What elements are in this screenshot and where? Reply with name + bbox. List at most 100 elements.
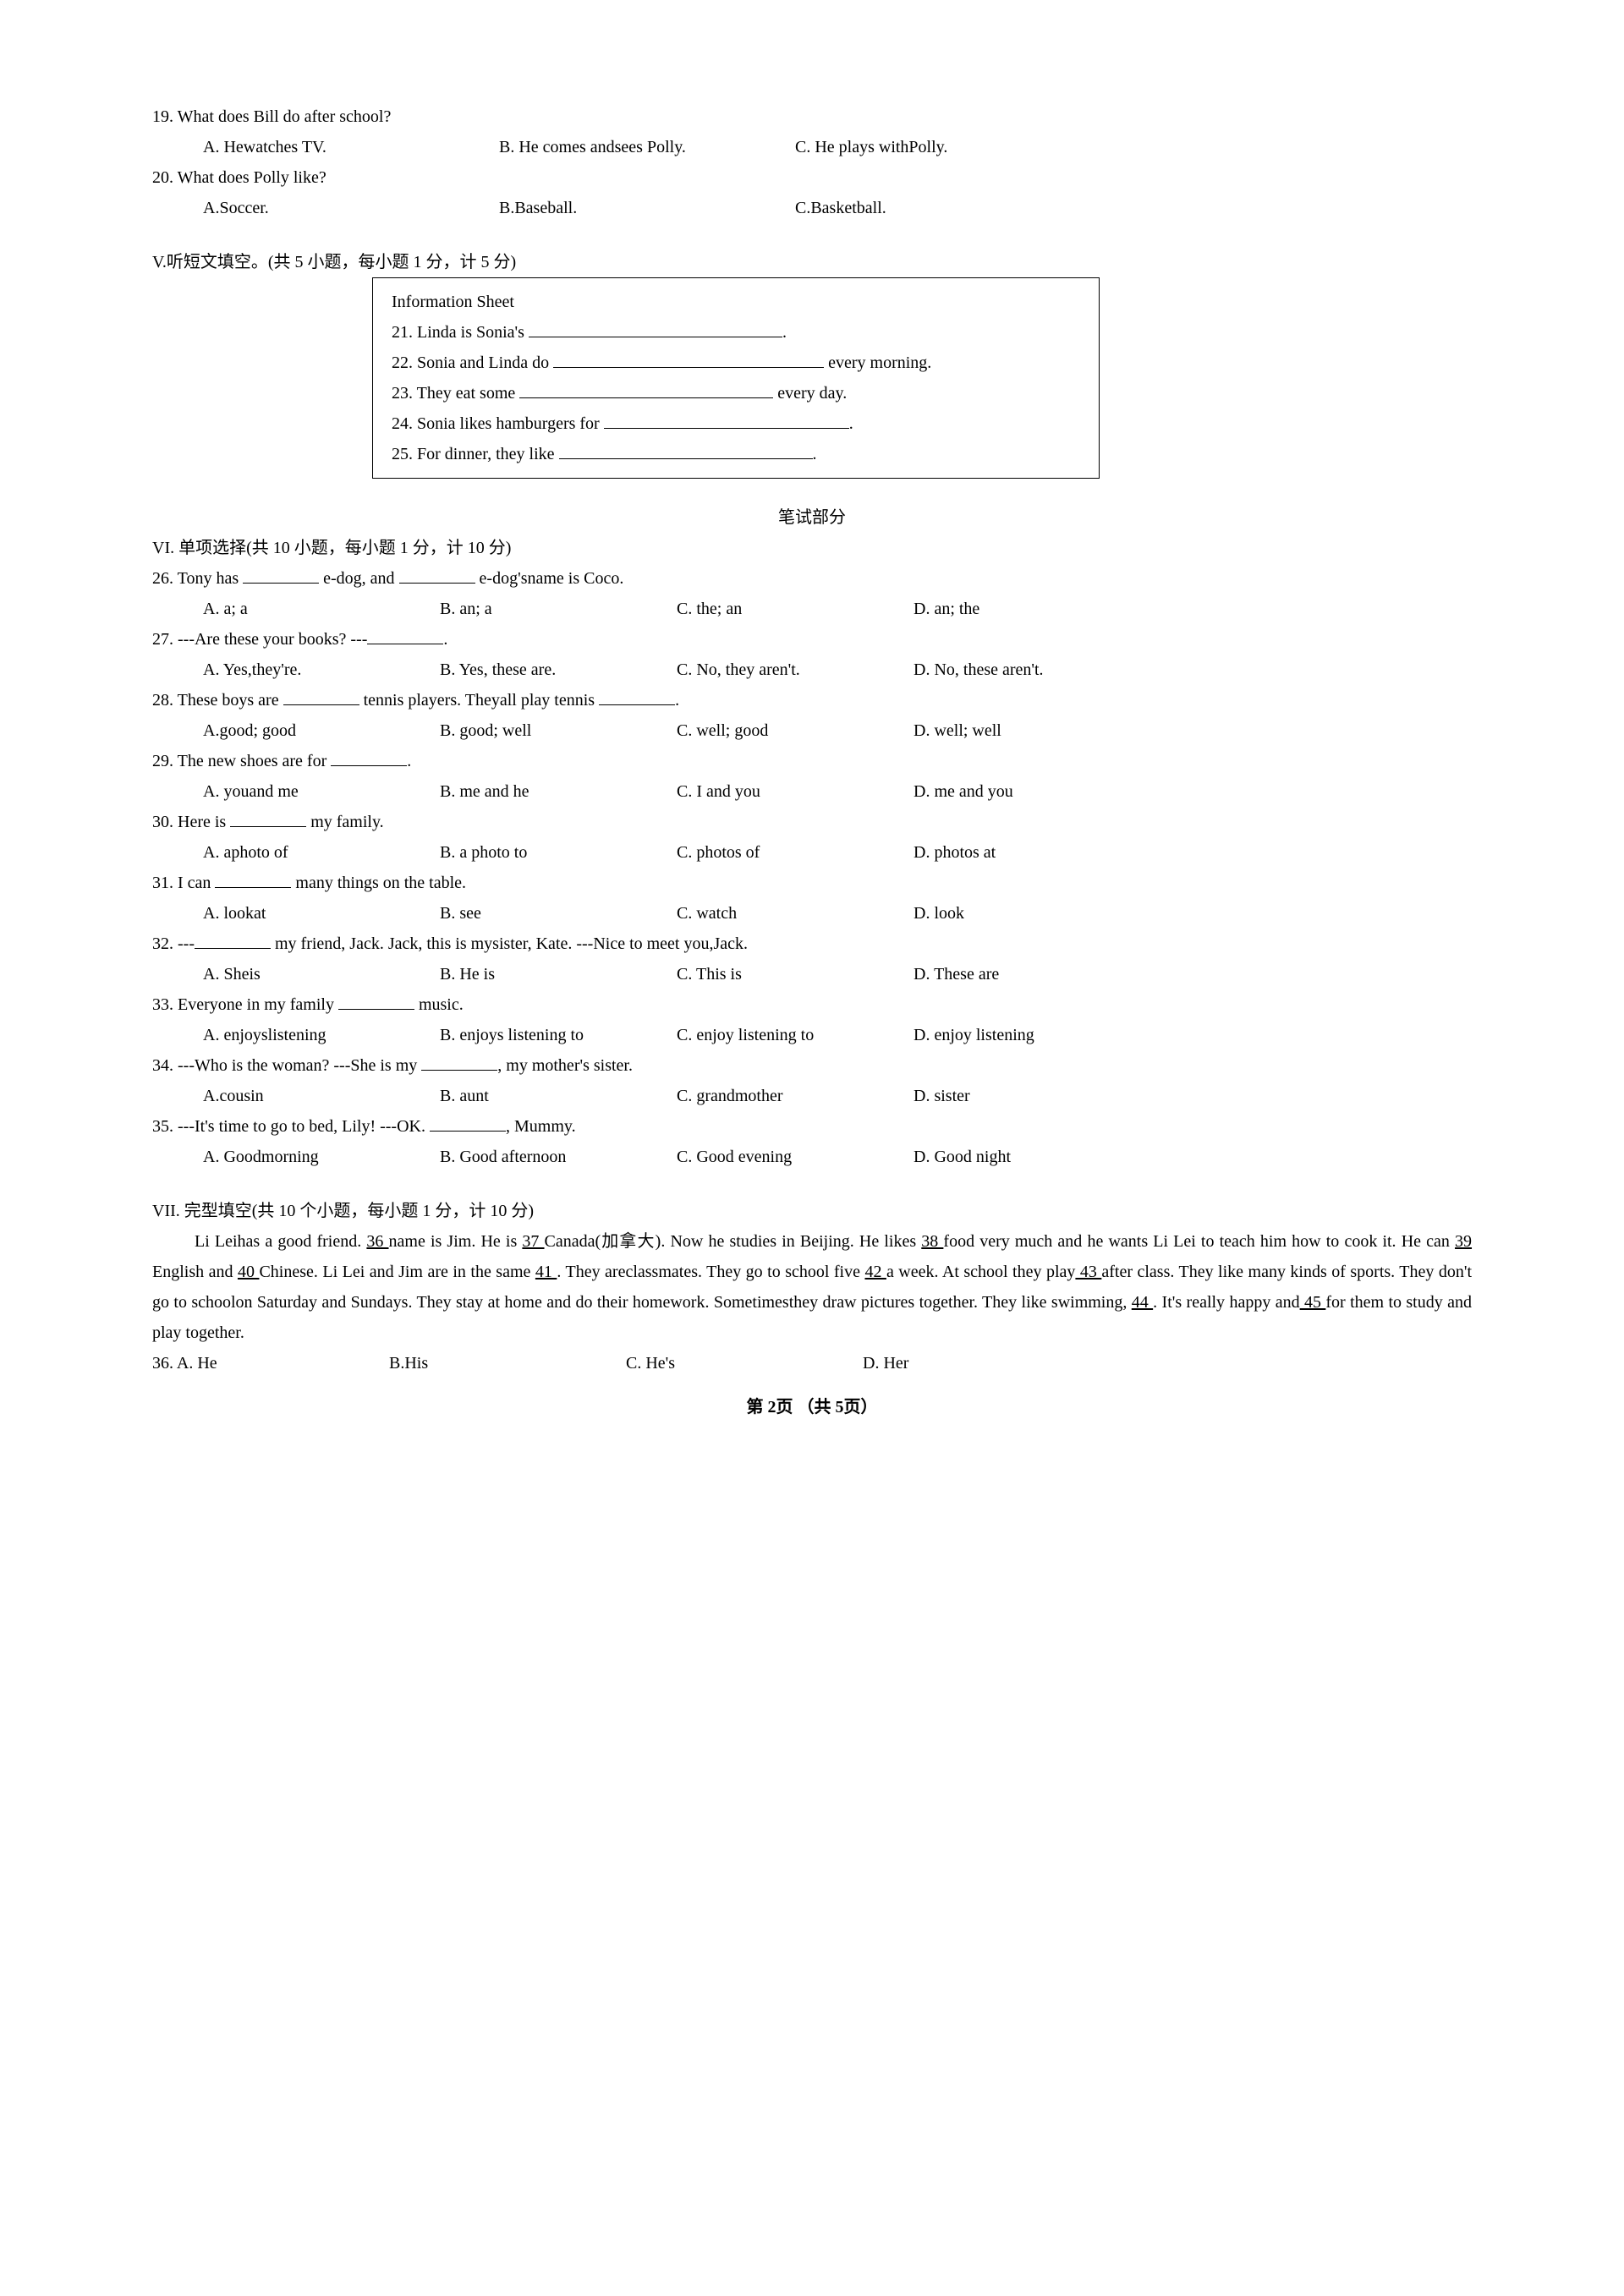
q30-stem-b: my family. [306, 813, 383, 831]
info23-text-b: every day. [773, 384, 847, 403]
cloze-blank-43: 43 [1075, 1263, 1101, 1281]
q34-option-d: D. sister [914, 1081, 1150, 1111]
question-35: 35. ---It's time to go to bed, Lily! ---… [152, 1111, 1472, 1172]
blank-30 [230, 809, 306, 827]
question-29: 29. The new shoes are for . A. youand me… [152, 746, 1472, 807]
q28-options: A.good; good B. good; well C. well; good… [152, 715, 1472, 746]
q33-stem: 33. Everyone in my family music. [152, 989, 1472, 1020]
q26-option-d: D. an; the [914, 594, 1150, 624]
q27-stem-a: 27. ---Are these your books? --- [152, 630, 367, 649]
q36-option-d: D. Her [863, 1348, 1100, 1378]
blank-27 [367, 627, 443, 644]
info24-text-b: . [849, 414, 853, 433]
q33-stem-a: 33. Everyone in my family [152, 995, 338, 1014]
q27-options: A. Yes,they're. B. Yes, these are. C. No… [152, 655, 1472, 685]
q28-stem-c: . [675, 691, 679, 710]
section-v-header: V.听短文填空。(共 5 小题，每小题 1 分，计 5 分) [152, 247, 1472, 277]
blank-28b [599, 688, 675, 705]
q29-options: A. youand me B. me and he C. I and you D… [152, 776, 1472, 807]
blank-34 [421, 1053, 497, 1071]
info21-text-a: 21. Linda is Sonia's [392, 323, 529, 342]
q34-stem-a: 34. ---Who is the woman? ---She is my [152, 1056, 421, 1075]
cloze-text-6: Chinese. Li Lei and Jim are in the same [259, 1263, 535, 1281]
q31-option-d: D. look [914, 898, 1150, 929]
q26-stem-c: e-dog'sname is Coco. [475, 569, 624, 588]
q19-option-c: C. He plays withPolly. [795, 132, 947, 162]
q20-option-a: A.Soccer. [203, 193, 499, 223]
q19-options: A. Hewatches TV. B. He comes andsees Pol… [152, 132, 1472, 162]
q19-stem: 19. What does Bill do after school? [152, 101, 1472, 132]
cloze-blank-42: 42 [864, 1263, 886, 1281]
q34-option-b: B. aunt [440, 1081, 677, 1111]
question-26: 26. Tony has e-dog, and e-dog'sname is C… [152, 563, 1472, 624]
q36-options-row: 36. A. He B.His C. He's D. Her [152, 1348, 1472, 1378]
q30-stem-a: 30. Here is [152, 813, 230, 831]
q35-option-b: B. Good afternoon [440, 1142, 677, 1172]
q34-option-a: A.cousin [203, 1081, 440, 1111]
question-31: 31. I can many things on the table. A. l… [152, 868, 1472, 929]
q29-option-b: B. me and he [440, 776, 677, 807]
q20-option-b: B.Baseball. [499, 193, 795, 223]
section-vii-header: VII. 完型填空(共 10 个小题，每小题 1 分，计 10 分) [152, 1196, 1472, 1226]
blank-24 [604, 411, 849, 429]
info-line-24: 24. Sonia likes hamburgers for . [392, 408, 1080, 439]
cloze-text-3: Canada(加拿大). Now he studies in Beijing. … [545, 1232, 922, 1251]
q35-option-a: A. Goodmorning [203, 1142, 440, 1172]
q29-stem-b: . [407, 752, 411, 770]
q27-stem-b: . [443, 630, 447, 649]
blank-26a [243, 566, 319, 584]
q29-option-c: C. I and you [677, 776, 914, 807]
q32-option-c: C. This is [677, 959, 914, 989]
written-part-title: 笔试部分 [152, 502, 1472, 533]
q35-stem-b: , Mummy. [506, 1117, 576, 1136]
question-28: 28. These boys are tennis players. Theya… [152, 685, 1472, 746]
info22-text-a: 22. Sonia and Linda do [392, 353, 553, 372]
cloze-blank-41: 41 [535, 1263, 557, 1281]
blank-33 [338, 992, 414, 1010]
q35-options: A. Goodmorning B. Good afternoon C. Good… [152, 1142, 1472, 1172]
q20-options: A.Soccer. B.Baseball. C.Basketball. [152, 193, 1472, 223]
q30-options: A. aphoto of B. a photo to C. photos of … [152, 837, 1472, 868]
q33-option-a: A. enjoyslistening [203, 1020, 440, 1050]
q27-stem: 27. ---Are these your books? ---. [152, 624, 1472, 655]
cloze-blank-40: 40 [238, 1263, 259, 1281]
q30-option-a: A. aphoto of [203, 837, 440, 868]
q27-option-d: D. No, these aren't. [914, 655, 1150, 685]
info24-text-a: 24. Sonia likes hamburgers for [392, 414, 604, 433]
q27-option-b: B. Yes, these are. [440, 655, 677, 685]
q31-option-a: A. lookat [203, 898, 440, 929]
blank-25 [559, 441, 813, 459]
question-30: 30. Here is my family. A. aphoto of B. a… [152, 807, 1472, 868]
info21-text-b: . [782, 323, 787, 342]
q32-options: A. Sheis B. He is C. This is D. These ar… [152, 959, 1472, 989]
info25-text-a: 25. For dinner, they like [392, 445, 559, 463]
cloze-blank-39: 39 [1455, 1232, 1472, 1251]
q19-option-b: B. He comes andsees Polly. [499, 132, 795, 162]
q26-stem: 26. Tony has e-dog, and e-dog'sname is C… [152, 563, 1472, 594]
q31-option-b: B. see [440, 898, 677, 929]
cloze-blank-37: 37 [522, 1232, 544, 1251]
info23-text-a: 23. They eat some [392, 384, 519, 403]
blank-22 [553, 350, 824, 368]
q20-option-c: C.Basketball. [795, 193, 886, 223]
cloze-text-8: a week. At school they play [886, 1263, 1075, 1281]
q32-option-a: A. Sheis [203, 959, 440, 989]
q26-options: A. a; a B. an; a C. the; an D. an; the [152, 594, 1472, 624]
q29-stem: 29. The new shoes are for . [152, 746, 1472, 776]
q28-stem-b: tennis players. Theyall play tennis [359, 691, 599, 710]
info25-text-b: . [813, 445, 817, 463]
q29-option-d: D. me and you [914, 776, 1150, 807]
cloze-text-7: . They areclassmates. They go to school … [557, 1263, 864, 1281]
q20-stem: 20. What does Polly like? [152, 162, 1472, 193]
q31-stem-b: many things on the table. [291, 874, 466, 892]
q33-stem-b: music. [414, 995, 464, 1014]
cloze-text-10: . It's really happy and [1153, 1293, 1299, 1312]
q31-stem: 31. I can many things on the table. [152, 868, 1472, 898]
q29-option-a: A. youand me [203, 776, 440, 807]
q30-stem: 30. Here is my family. [152, 807, 1472, 837]
q35-option-c: C. Good evening [677, 1142, 914, 1172]
q31-stem-a: 31. I can [152, 874, 215, 892]
cloze-passage: Li Leihas a good friend. 36 name is Jim.… [152, 1226, 1472, 1348]
q36-option-b: B.His [389, 1348, 626, 1378]
info-line-21: 21. Linda is Sonia's . [392, 317, 1080, 348]
